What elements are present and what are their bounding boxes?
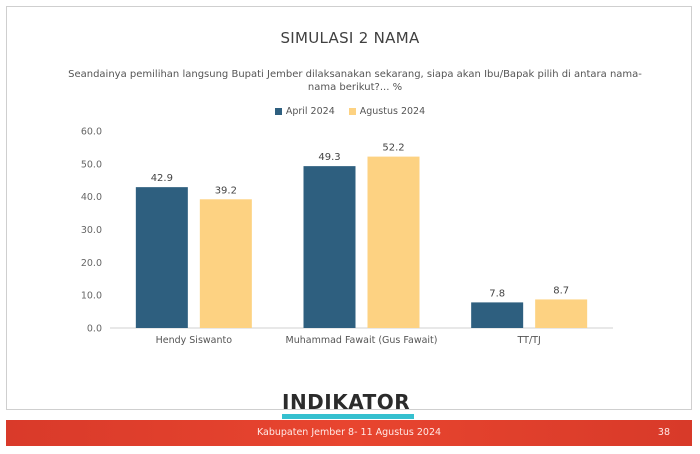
data-label: 52.2 xyxy=(382,143,404,154)
survey-question: Seandainya pemilihan langsung Bupati Jem… xyxy=(68,69,642,93)
indikator-logo: INDIKATOR xyxy=(282,388,418,419)
data-label: 8.7 xyxy=(553,285,569,296)
bar-agustus xyxy=(199,199,252,328)
data-label: 7.8 xyxy=(489,288,505,299)
x-tick-label: TT/TJ xyxy=(517,335,541,346)
y-tick-label: 40.0 xyxy=(81,192,102,203)
data-label: 42.9 xyxy=(151,173,173,184)
bar-agustus xyxy=(535,299,588,328)
y-tick-label: 50.0 xyxy=(81,159,102,170)
y-tick-label: 10.0 xyxy=(81,291,102,302)
y-tick-label: 0.0 xyxy=(87,324,102,335)
legend-swatch-april xyxy=(274,108,282,115)
bar-april xyxy=(135,187,188,328)
footer-text: Kabupaten Jember 8- 11 Agustus 2024 xyxy=(256,427,442,438)
bar-april xyxy=(471,302,524,328)
logo-text: INDIKATOR xyxy=(282,390,411,414)
y-tick-label: 60.0 xyxy=(81,127,102,138)
legend-label-april: April 2024 xyxy=(285,106,335,117)
bar-agustus xyxy=(367,156,420,328)
bar-april xyxy=(303,166,356,328)
y-tick-label: 30.0 xyxy=(81,225,102,236)
legend-label-agustus: Agustus 2024 xyxy=(359,106,426,117)
x-tick-label: Hendy Siswanto xyxy=(156,335,233,346)
legend-item-agustus: Agustus 2024 xyxy=(348,106,426,117)
data-label: 39.2 xyxy=(215,185,237,196)
page-number: 38 xyxy=(657,427,670,438)
legend-item-april: April 2024 xyxy=(274,106,335,117)
x-tick-label: Muhammad Fawait (Gus Fawait) xyxy=(286,335,438,346)
footer-bar: Kabupaten Jember 8- 11 Agustus 2024 38 xyxy=(6,420,692,446)
logo-underline xyxy=(282,414,414,419)
legend-swatch-agustus xyxy=(348,108,356,115)
chart-title: SIMULASI 2 NAMA xyxy=(280,29,420,47)
chart-legend: April 2024 Agustus 2024 xyxy=(0,106,700,117)
data-label: 49.3 xyxy=(318,152,340,163)
y-tick-label: 20.0 xyxy=(81,258,102,269)
